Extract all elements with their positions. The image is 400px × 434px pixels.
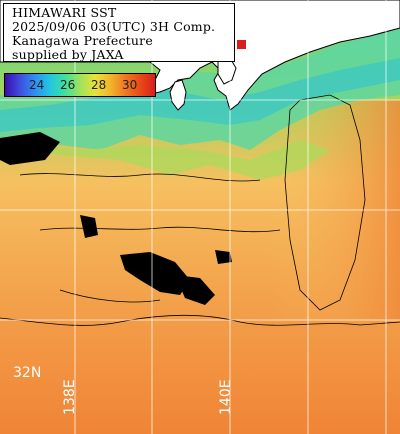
colorbar-label: 26 xyxy=(60,78,76,92)
lon-label: 138E xyxy=(62,379,78,415)
info-region: Kanagawa Prefecture xyxy=(12,33,153,48)
colorbar-label: 24 xyxy=(29,78,45,92)
cloud-patch xyxy=(215,250,232,264)
info-title: HIMAWARI SST xyxy=(12,5,117,20)
contour-line xyxy=(59,289,161,303)
contour-line xyxy=(39,226,281,233)
cloud-patch xyxy=(0,132,60,165)
colorbar-label: 28 xyxy=(91,78,107,92)
lat-label: 32N xyxy=(13,365,42,381)
colorbar-label: 30 xyxy=(122,78,138,92)
land-izu-peninsula xyxy=(169,79,187,111)
contour-line xyxy=(19,173,261,182)
red-marker xyxy=(237,40,246,49)
sst-colorbar: 24 26 28 30 xyxy=(4,73,156,97)
info-box: HIMAWARI SST 2025/09/06 03(UTC) 3H Comp.… xyxy=(3,3,235,62)
cloud-patch xyxy=(120,252,190,295)
cloud-patch xyxy=(175,275,215,305)
contour-line xyxy=(284,94,366,311)
cloud-patch xyxy=(80,215,98,238)
info-datetime: 2025/09/06 03(UTC) 3H Comp. xyxy=(12,19,216,34)
teal-band xyxy=(0,58,400,132)
lon-label: 140E xyxy=(218,379,234,415)
info-credit: supplied by JAXA xyxy=(12,47,124,62)
cloud-patches xyxy=(0,132,232,305)
green-band xyxy=(0,140,330,180)
